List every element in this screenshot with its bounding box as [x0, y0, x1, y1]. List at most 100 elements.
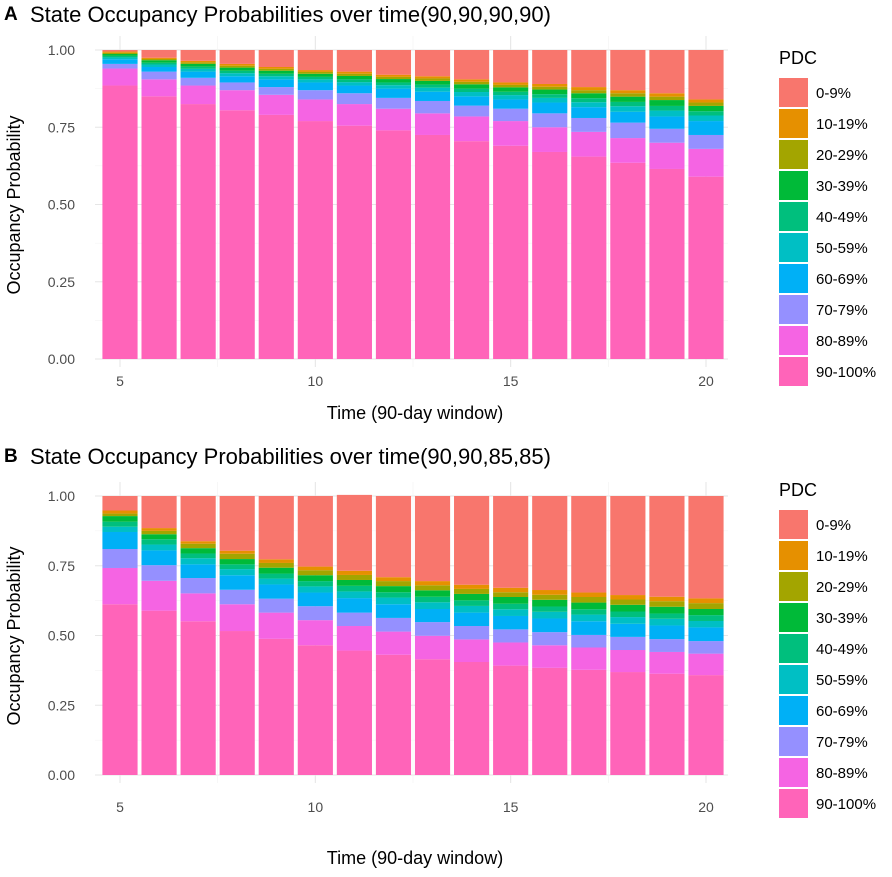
- bar-segment-50-59-t7: [180, 68, 216, 72]
- bar-segment-60-69-t6: [141, 66, 177, 72]
- bar-segment-70-79-t20: [688, 134, 724, 149]
- x-axis-title-a: Time (90-day window): [327, 403, 503, 423]
- bar-segment-80-89-t17: [571, 647, 607, 670]
- legend-b: PDC 0-9% 10-19% 20-29% 30-39% 40-49% 50-59% 60…: [779, 480, 876, 818]
- bar-segment-40-49-t10: [297, 581, 333, 587]
- bar-segment-80-89-t17: [571, 131, 607, 157]
- bar-segment-0-9-t19: [649, 50, 685, 94]
- bar-segment-0-9-t8: [219, 496, 255, 551]
- bar-segment-10-19-t13: [414, 76, 451, 79]
- bar-segment-70-79-t5: [102, 63, 138, 69]
- bar-segment-50-59-t14: [454, 92, 490, 97]
- bar-segment-10-19-t9: [258, 66, 294, 69]
- bar-segment-40-49-t6: [141, 62, 177, 65]
- bar-segment-50-59-t10: [297, 79, 333, 83]
- bar-segment-90-100-t14: [454, 141, 490, 359]
- bar-segment-20-29-t14: [454, 81, 490, 85]
- bar-segment-40-49-t12: [375, 592, 412, 598]
- panel-label-b: B: [4, 446, 18, 467]
- y-tick-label: 0.50: [48, 628, 75, 644]
- bar-segment-70-79-t7: [180, 578, 216, 594]
- bar-segment-20-29-t16: [532, 594, 568, 600]
- bar-segment-80-89-t9: [258, 612, 294, 639]
- bar-segment-60-69-t11: [336, 598, 372, 613]
- bar-segment-50-59-t14: [454, 605, 490, 613]
- bar-segment-10-19-t6: [141, 57, 177, 59]
- bar-segment-30-39-t10: [297, 575, 333, 582]
- bar-segment-0-9-t10: [297, 496, 333, 567]
- bar-segment-40-49-t18: [610, 101, 646, 107]
- bar-segment-10-19-t18: [610, 595, 646, 600]
- legend-label: 0-9%: [816, 517, 851, 534]
- bar-segment-10-19-t16: [532, 83, 568, 87]
- bar-segment-50-59-t7: [180, 558, 216, 565]
- bar-segment-30-39-t16: [532, 89, 568, 95]
- legend-key-50-59: [779, 665, 808, 694]
- bar-segment-20-29-t15: [493, 592, 529, 597]
- legend-key-0-9: [779, 78, 808, 107]
- bar-segment-60-69-t10: [297, 592, 333, 607]
- bar-segment-60-69-t12: [375, 88, 412, 98]
- ticks-b: 0.00 0.25 0.50 0.75 1.00 5 10 15 20: [48, 488, 714, 815]
- bar-segment-60-69-t8: [219, 76, 255, 83]
- bar-segment-60-69-t5: [102, 59, 138, 64]
- bar-segment-40-49-t20: [688, 615, 724, 621]
- legend-key-40-49: [779, 634, 808, 663]
- bar-segment-50-59-t13: [414, 87, 451, 92]
- bar-segment-70-79-t9: [258, 598, 294, 613]
- legend-label: 30-39%: [816, 178, 868, 195]
- bar-segment-20-29-t5: [102, 513, 138, 517]
- legend-label: 10-19%: [816, 548, 868, 565]
- bar-segment-20-29-t13: [414, 585, 451, 591]
- bar-segment-70-79-t18: [610, 636, 646, 651]
- bar-segment-30-39-t17: [571, 602, 607, 610]
- x-tick-label: 15: [503, 373, 519, 389]
- x-axis-title-b: Time (90-day window): [327, 848, 503, 868]
- bar-segment-80-89-t10: [297, 99, 333, 122]
- bar-segment-40-49-t11: [336, 79, 372, 83]
- bar-segment-10-19-t8: [219, 63, 255, 66]
- bar-segment-10-19-t17: [571, 87, 607, 91]
- bar-segment-20-29-t9: [258, 562, 294, 568]
- bar-segment-60-69-t17: [571, 107, 607, 118]
- bar-segment-70-79-t13: [414, 622, 451, 636]
- x-tick-label: 20: [698, 799, 714, 815]
- bar-segment-80-89-t8: [219, 604, 255, 632]
- bar-segment-60-69-t19: [649, 116, 685, 129]
- bar-segment-30-39-t16: [532, 599, 568, 607]
- bar-segment-90-100-t6: [141, 96, 177, 359]
- bar-segment-50-59-t9: [258, 76, 294, 80]
- bar-segment-20-29-t12: [375, 581, 412, 587]
- bar-segment-60-69-t17: [571, 621, 607, 635]
- bar-segment-90-100-t12: [375, 130, 412, 359]
- bar-segment-90-100-t9: [258, 638, 294, 775]
- bar-segment-30-39-t20: [688, 105, 724, 112]
- bar-segment-0-9-t17: [571, 496, 607, 593]
- bar-segment-70-79-t20: [688, 641, 724, 654]
- bar-segment-30-39-t12: [375, 79, 412, 83]
- legend-label: 60-69%: [816, 703, 868, 720]
- legend-label: 50-59%: [816, 240, 868, 257]
- y-tick-label: 1.00: [48, 42, 75, 58]
- bar-segment-20-29-t15: [493, 84, 529, 88]
- bar-segment-30-39-t5: [102, 516, 138, 522]
- bar-segment-90-100-t15: [493, 665, 529, 775]
- bar-segment-90-100-t19: [649, 168, 685, 359]
- bar-segment-0-9-t14: [454, 50, 490, 80]
- bar-segment-60-69-t13: [414, 91, 451, 101]
- bar-segment-30-39-t9: [258, 567, 294, 574]
- bar-segment-90-100-t8: [219, 110, 255, 359]
- legend-key-70-79: [779, 295, 808, 324]
- bar-segment-80-89-t12: [375, 108, 412, 131]
- bar-segment-50-59-t12: [375, 597, 412, 605]
- bar-segment-0-9-t11: [336, 494, 372, 571]
- bar-segment-0-9-t18: [610, 496, 646, 596]
- bar-segment-80-89-t13: [414, 635, 451, 660]
- bar-segment-70-79-t6: [141, 71, 177, 80]
- y-tick-label: 0.75: [48, 119, 75, 135]
- bar-segment-90-100-t18: [610, 672, 646, 775]
- bar-segment-40-49-t19: [649, 105, 685, 111]
- bar-segment-70-79-t17: [571, 634, 607, 648]
- bar-segment-50-59-t5: [102, 526, 138, 532]
- bars-b: [102, 494, 724, 775]
